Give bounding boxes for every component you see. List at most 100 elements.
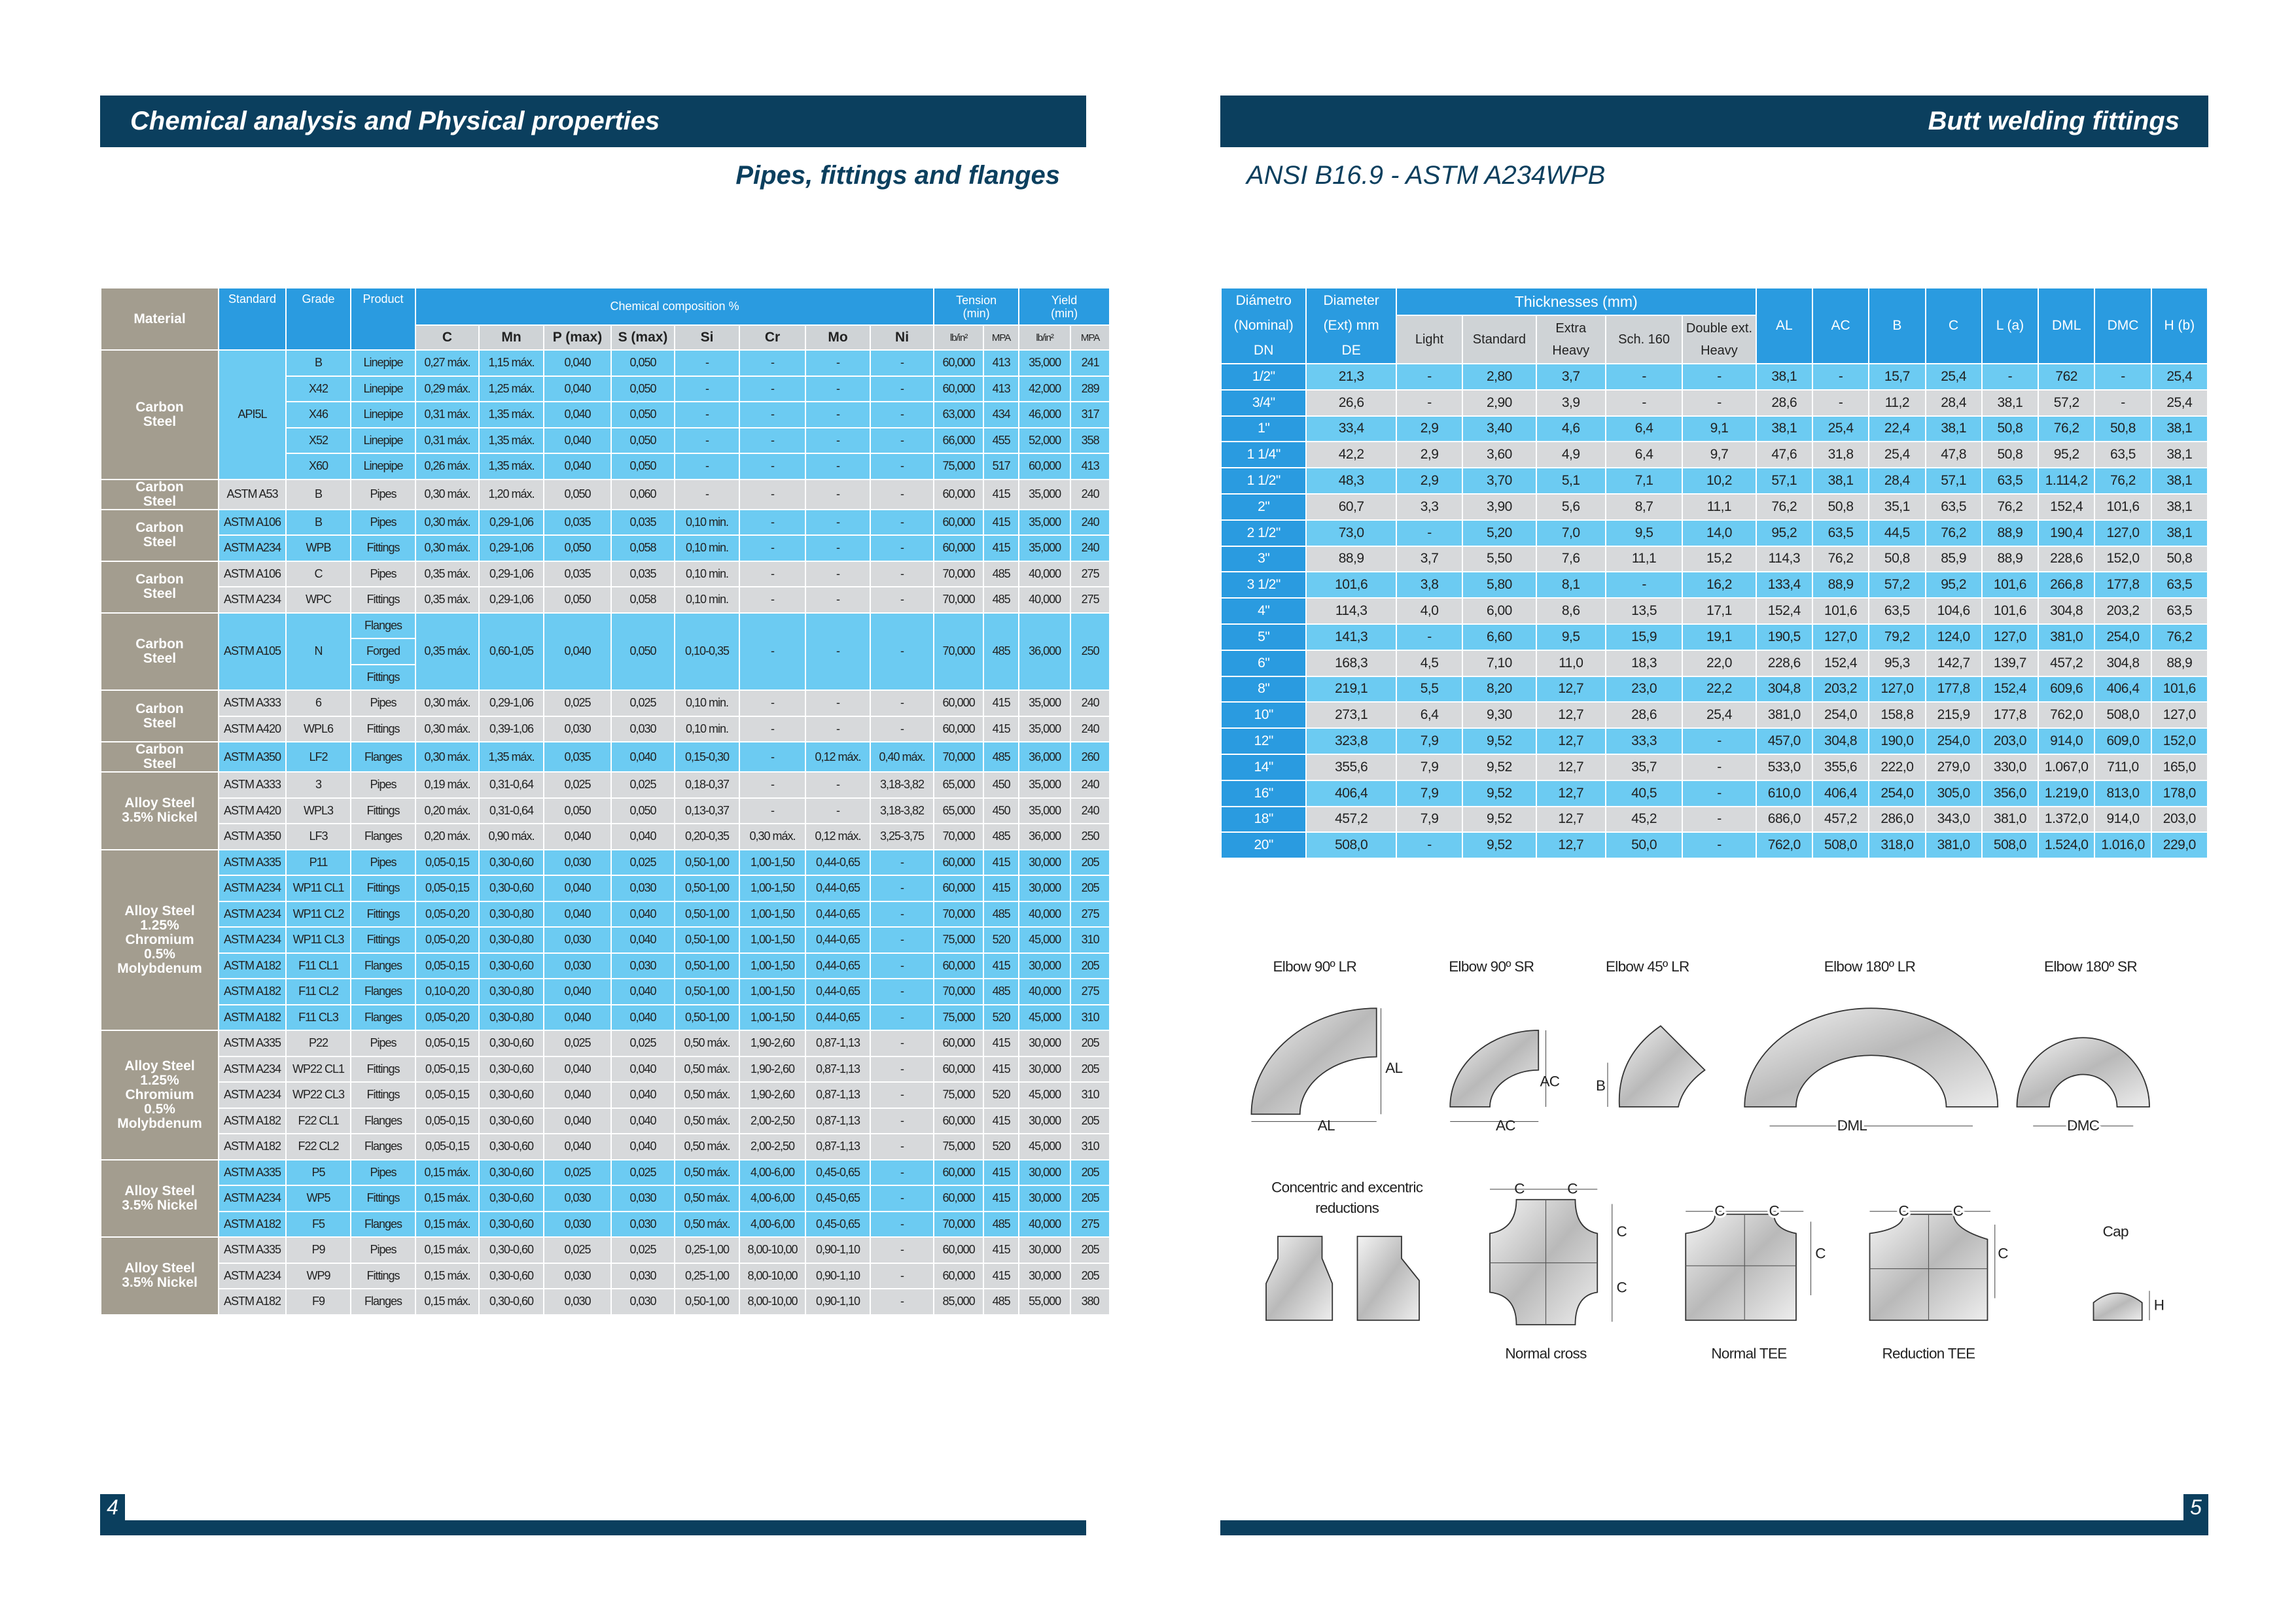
header-cell: Grade [287,288,350,349]
table-row: Fittings [101,665,1109,689]
table-cell: 0,20 máx. [416,824,478,849]
table-cell: 177,8 [2095,572,2151,598]
table-cell: 310 [1071,1134,1110,1159]
table-cell: 127,0 [1982,624,2038,650]
table-cell: - [740,798,805,823]
table-cell: 240 [1071,510,1110,534]
table-cell: 0,050 [544,798,610,823]
table-cell: 0,030 [612,1289,674,1314]
cell-line: Carbon [135,520,184,535]
table-cell: ASTM A182 [219,1289,285,1314]
table-cell: 0,030 [544,1263,610,1288]
table-row: X46 Linepipe 0,31 máx. 1,35 máx. 0,040 0,050-… [101,402,1110,427]
table-cell: 104,6 [1926,599,1981,623]
table-cell: 152,4 [2039,494,2094,519]
table-cell: 0,035 [544,561,610,586]
table-cell: Fittings [351,716,415,741]
table-cell: 205 [1071,1056,1110,1081]
table-cell: 10,2 [1683,468,1756,493]
table-cell: 415 [984,1056,1019,1081]
table-cell: 8,00-10,00 [740,1263,805,1288]
table-cell: - [1396,520,1462,546]
table-cell: 0,29-1,06 [480,510,543,534]
table-cell: 1,35 máx. [480,402,543,427]
table-cell: 406,4 [1307,780,1396,806]
table-cell: 8,6 [1536,599,1605,623]
table-cell: 101,6 [2095,494,2151,519]
table-cell: - [806,480,870,509]
cell-line: Carbon [135,572,184,587]
table-cell: - [871,1263,934,1288]
table-cell: 415 [984,1263,1019,1288]
cell-line: Steel [143,534,177,550]
table-cell: 254,0 [2095,624,2151,650]
table-cell: - [675,402,739,427]
table-cell: 228,6 [2039,546,2094,572]
table-cell: 1,35 máx. [480,428,543,453]
elbow-180-sr [2016,1037,2150,1108]
table-cell: 52,000 [1019,428,1070,453]
eccentric-reduction [1356,1236,1420,1321]
table-cell: 60,000 [934,480,983,509]
table-cell: 0,040 [544,901,610,926]
table-cell: 0,50-1,00 [675,850,739,875]
table-cell: 76,2 [2095,468,2151,493]
table-cell: - [1812,390,1869,415]
table-cell: 4" [1222,599,1306,623]
table-cell: 485 [984,587,1019,612]
header-cell: MPA [1071,326,1110,349]
cell-line: 3.5% Nickel [122,1197,198,1213]
table-cell: 0,19 máx. [416,773,478,797]
table-cell: ASTM A333 [219,691,285,716]
table-cell: 0,030 [612,1186,674,1211]
table-cell: - [871,1238,934,1263]
table-cell: 6 [287,691,350,716]
table-cell: 1,00-1,50 [740,928,805,952]
table-cell: 60,7 [1307,494,1396,519]
dimension-table: Diámetro (Nominal) DN Diameter (Ext) mm DE Thi… [1220,287,2208,859]
table-cell: 4,0 [1396,599,1462,623]
table-cell: 0,50 máx. [675,1108,739,1133]
table-cell: - [871,850,934,875]
table-cell: 4,00-6,00 [740,1160,805,1185]
cell-line: Carbon [135,399,184,415]
table-cell: 0,44-0,65 [806,979,870,1004]
dimension-label: C [1616,1279,1627,1295]
table-cell: 40,000 [1019,979,1070,1004]
table-cell: WPL3 [287,798,350,823]
table-cell: 36,000 [1019,613,1070,689]
table-cell: 0,050 [544,587,610,612]
table-cell: 177,8 [1982,703,2038,728]
table-cell: 0,60-1,05 [480,613,543,689]
table-cell: 0,035 [612,510,674,534]
cell-line: Alloy Steel [124,903,195,918]
table-row: 2 1/2" 73,0-5,20 7,0 9,5 14,0 95,2 63,5 44,5 76,… [1222,520,2207,546]
table-cell: Flanges [351,1289,415,1314]
table-cell: 0,50 máx. [675,1056,739,1081]
table-cell: 63,5 [1812,520,1869,546]
table-cell: Flanges [351,613,415,638]
table-cell: 168,3 [1307,650,1396,676]
table-cell: 0,030 [544,850,610,875]
table-cell: 356,0 [1982,780,2038,806]
table-cell: 63,5 [2151,572,2207,598]
diagram-label: Normal cross [1505,1346,1587,1362]
table-cell: 63,5 [1926,494,1981,519]
table-row: ASTM A182 F5 Flanges 0,15 máx. 0,30-0,60 0,03… [101,1212,1110,1236]
table-cell: 0,30 máx. [740,824,805,849]
table-cell: 73,0 [1307,520,1396,546]
header-cell: H (b) [2151,288,2207,363]
dimension-label: DMC [2067,1117,2100,1134]
table-row: Alloy Steel 1.25% Chromium 0.5% Molybdenum AS… [101,1031,1110,1159]
table-cell: ASTM A234 [219,1083,285,1108]
dimension-label: AL [1385,1060,1402,1076]
table-cell: ASTM A234 [219,536,285,561]
table-cell: 0,025 [544,691,610,716]
table-cell: 1,90-2,60 [740,1083,805,1108]
table-row: ASTM A234 WPB Fittings 0,30 máx. 0,29-1,06 0,… [101,536,1110,561]
table-cell: - [1396,364,1462,389]
table-cell: 3,8 [1396,572,1462,598]
table-cell: 45,000 [1019,1134,1070,1159]
table-cell: ASTM A234 [219,1056,285,1081]
